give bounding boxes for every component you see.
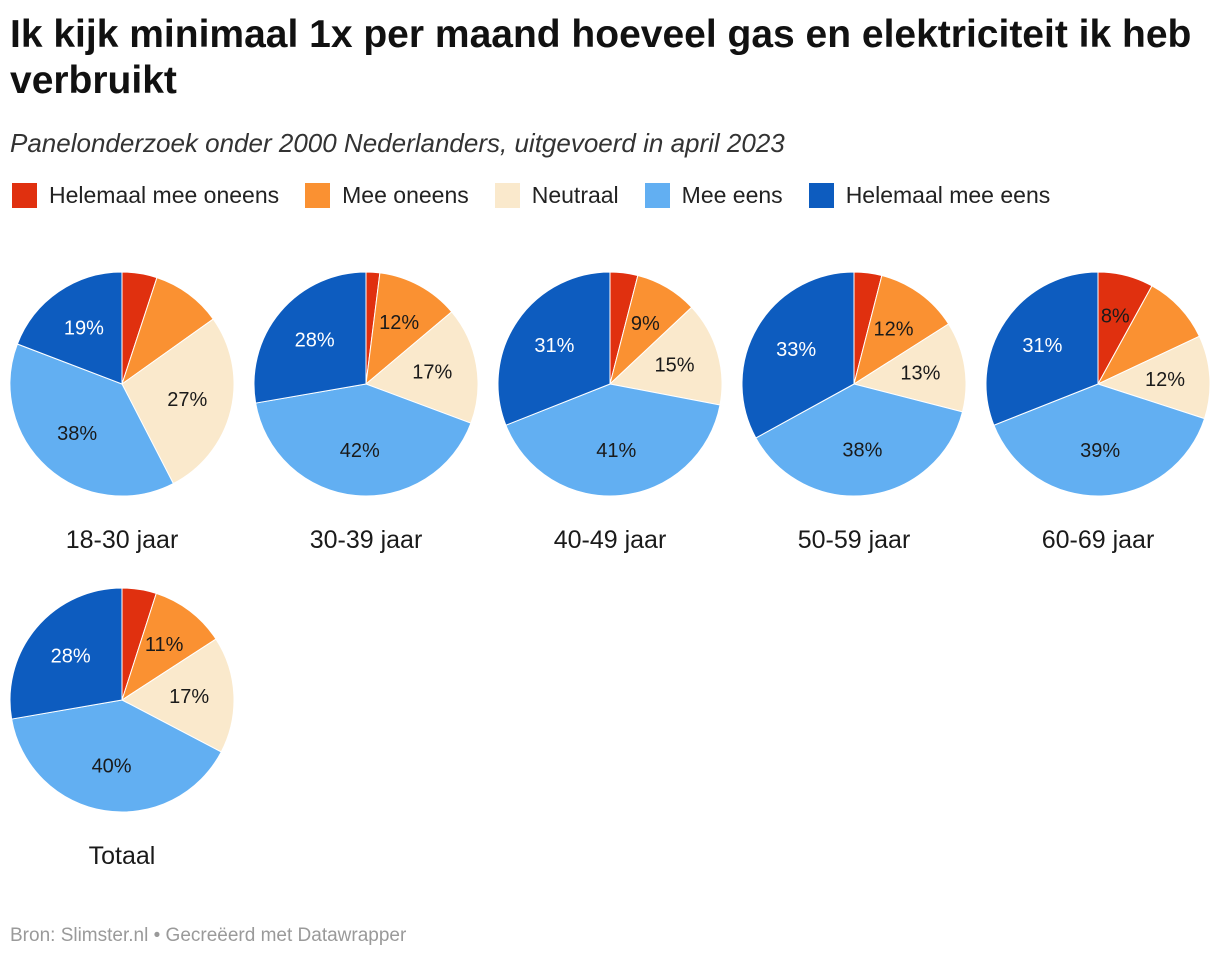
pie-category-label: 40-49 jaar: [554, 526, 667, 554]
pie-value-label: 28%: [295, 330, 335, 352]
pie-slice-mee-eens: [9, 343, 174, 497]
legend-item-helemaal-mee-eens: Helemaal mee eens: [808, 182, 1051, 209]
pie-value-label: 12%: [1145, 369, 1185, 391]
pie-value-label: 27%: [167, 389, 207, 411]
pie-value-label: 28%: [51, 646, 91, 668]
pie-category-label: 18-30 jaar: [66, 526, 179, 554]
pie-value-label: 38%: [842, 440, 882, 462]
pie-slice-mee-oneens: [365, 272, 453, 386]
pie-slice-neutraal: [852, 323, 967, 413]
pie-value-label: 13%: [900, 362, 940, 384]
pie-slice-neutraal: [121, 638, 235, 753]
pie-slice-mee-eens: [755, 383, 964, 497]
pie-category-label: 30-39 jaar: [310, 526, 423, 554]
pie-value-label: 15%: [655, 354, 695, 376]
pie-slice-mee-eens: [993, 383, 1206, 497]
pie-slice-helemaal-mee-eens: [741, 271, 855, 439]
pie-slice-helemaal-mee-eens: [253, 271, 367, 404]
pie-value-label: 33%: [776, 339, 816, 361]
pie-slice-neutraal: [121, 318, 235, 485]
legend-swatch: [808, 183, 834, 208]
pie-slice-neutraal: [1096, 335, 1211, 420]
pie-slice-mee-eens: [11, 699, 222, 813]
pie-category-label: 60-69 jaar: [1042, 526, 1155, 554]
pie-charts: 27% 38% 19% 18-30 jaar 12% 17% 42% 28% 30-39 jaa…: [9, 271, 1211, 870]
legend: Helemaal mee oneens Mee oneens Neutraal …: [12, 182, 1076, 209]
legend-item-mee-eens: Mee eens: [644, 182, 783, 209]
pie-value-label: 12%: [873, 319, 913, 341]
pie-value-label: 42%: [340, 440, 380, 462]
legend-label: Helemaal mee oneens: [49, 182, 280, 208]
pie-slice-neutraal: [608, 306, 723, 406]
pie-category-label: Totaal: [89, 842, 156, 870]
pie-slice-helemaal-mee-eens: [497, 271, 611, 426]
legend-item-helemaal-mee-oneens: Helemaal mee oneens: [12, 182, 279, 209]
pie-value-label: 31%: [534, 335, 574, 357]
legend-swatch: [12, 183, 37, 208]
source-footer: Bron: Slimster.nl • Gecreëerd met Datawr…: [10, 925, 407, 946]
legend-item-mee-oneens: Mee oneens: [305, 182, 469, 209]
pie-value-label: 11%: [145, 634, 184, 656]
pie-slice-mee-oneens: [121, 592, 217, 702]
pie-value-label: 38%: [57, 423, 97, 445]
legend-swatch: [494, 183, 520, 208]
pie-value-label: 41%: [596, 440, 636, 462]
pie-slice-mee-oneens: [121, 276, 214, 386]
pie-value-label: 39%: [1080, 440, 1120, 462]
chart-title: Ik kijk minimaal 1x per maand hoeveel ga…: [10, 13, 1192, 102]
pie-slice-neutraal: [365, 311, 479, 424]
pie-slice-helemaal-mee-eens: [985, 271, 1099, 426]
pie-slice-mee-oneens: [853, 274, 950, 386]
pie-18-30-jaar: 27% 38% 19% 18-30 jaar: [9, 271, 235, 554]
pie-value-label: 31%: [1022, 335, 1062, 357]
pie-slice-mee-eens: [505, 383, 721, 497]
legend-label: Mee eens: [681, 182, 783, 208]
pie-value-label: 19%: [64, 318, 104, 340]
pie-value-label: 12%: [379, 312, 419, 334]
pie-totaal: 11% 17% 40% 28% Totaal: [9, 587, 235, 870]
pie-value-label: 9%: [631, 313, 660, 335]
pie-30-39-jaar: 12% 17% 42% 28% 30-39 jaar: [253, 271, 479, 554]
pie-slice-helemaal-mee-eens: [16, 271, 123, 385]
pie-value-label: 17%: [412, 362, 452, 384]
pie-slice-mee-eens: [255, 383, 472, 497]
pie-slice-helemaal-mee-eens: [9, 587, 123, 720]
pie-40-49-jaar: 9% 15% 41% 31% 40-49 jaar: [497, 271, 723, 554]
legend-label: Helemaal mee eens: [845, 182, 1051, 208]
legend-swatch: [305, 183, 331, 208]
legend-item-neutraal: Neutraal: [494, 182, 619, 209]
pie-value-label: 40%: [92, 755, 132, 777]
pie-category-label: 50-59 jaar: [798, 526, 911, 554]
chart-subtitle: Panelonderzoek onder 2000 Nederlanders, …: [10, 128, 785, 158]
legend-label: Mee oneens: [342, 182, 469, 208]
pie-value-label: 8%: [1101, 306, 1130, 328]
pie-value-label: 17%: [169, 686, 209, 708]
pie-60-69-jaar: 8% 12% 39% 31% 60-69 jaar: [985, 271, 1211, 554]
pie-50-59-jaar: 12% 13% 38% 33% 50-59 jaar: [741, 271, 967, 554]
legend-label: Neutraal: [531, 182, 619, 208]
legend-swatch: [644, 183, 670, 208]
